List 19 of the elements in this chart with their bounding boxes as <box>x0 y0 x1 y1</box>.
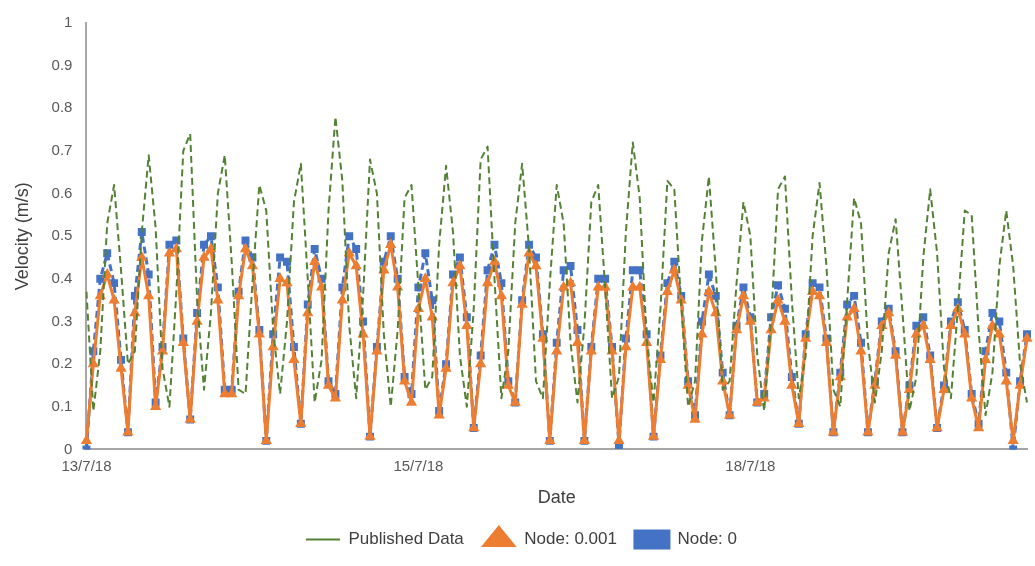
y-tick-label: 0.5 <box>51 226 73 244</box>
y-tick-label: 0.3 <box>51 311 73 329</box>
y-tick-label: 0.4 <box>51 268 73 286</box>
legend-label: Node: 0 <box>677 529 737 549</box>
y-tick-label: 0.2 <box>51 354 73 372</box>
y-tick-label: 0.7 <box>51 141 73 159</box>
y-tick-label: 1 <box>64 13 73 31</box>
y-tick-label: 0.9 <box>51 55 73 73</box>
legend-label: Node: 0.001 <box>524 529 617 549</box>
y-tick-label: 0.6 <box>51 183 73 201</box>
y-tick-label: 0 <box>64 439 73 457</box>
x-axis-title: Date <box>537 487 576 508</box>
y-tick-label: 0.8 <box>51 98 73 116</box>
x-tick-label: 18/7/18 <box>725 456 776 474</box>
x-tick-label: 13/7/18 <box>61 456 112 474</box>
y-axis-title: Velocity (m/s) <box>11 182 32 291</box>
y-tick-label: 0.1 <box>51 396 73 414</box>
legend-label: Published Data <box>348 529 465 549</box>
x-tick-label: 15/7/18 <box>393 456 444 474</box>
